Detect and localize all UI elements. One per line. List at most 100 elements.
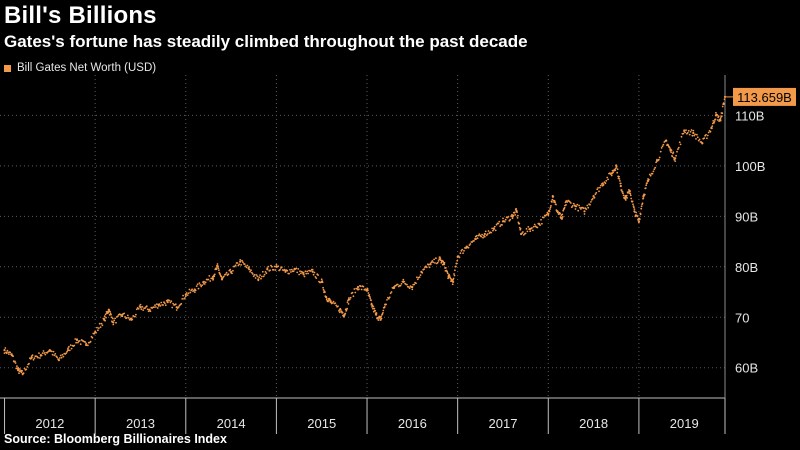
data-point [341, 311, 344, 314]
data-point [304, 270, 307, 273]
data-point [439, 256, 441, 259]
data-point [271, 265, 273, 268]
data-point [517, 214, 519, 217]
data-point [671, 155, 674, 158]
data-point [628, 190, 631, 193]
data-point [18, 372, 20, 375]
data-point [134, 315, 136, 318]
data-point [259, 274, 261, 276]
data-point [692, 131, 695, 135]
data-point [100, 322, 103, 325]
data-point [679, 143, 682, 146]
data-point [622, 192, 624, 195]
data-point [21, 370, 24, 372]
data-point [340, 310, 343, 313]
data-point [630, 197, 633, 200]
data-point [324, 291, 326, 294]
data-point [348, 297, 350, 299]
data-point [619, 180, 621, 182]
series-points [3, 95, 727, 376]
data-point [719, 119, 722, 122]
data-point [272, 269, 275, 271]
data-point [332, 300, 335, 303]
data-point [68, 349, 71, 352]
data-point [373, 307, 376, 310]
y-tick-label: 80B [735, 260, 758, 275]
data-point [31, 354, 34, 356]
data-point [607, 178, 609, 181]
latest-value-box [733, 87, 796, 106]
data-point [286, 269, 289, 272]
data-point [492, 229, 494, 232]
data-point [467, 246, 470, 249]
data-point [453, 274, 456, 277]
data-point [85, 342, 87, 345]
data-point [307, 272, 309, 275]
data-point [239, 260, 242, 263]
data-point [604, 182, 607, 185]
data-point [694, 133, 696, 136]
data-point [32, 358, 35, 361]
data-point [691, 134, 694, 137]
data-point [556, 210, 559, 213]
data-point [707, 131, 710, 134]
data-point [37, 356, 39, 359]
data-point [14, 360, 16, 363]
y-tick-label: 100B [735, 159, 765, 174]
data-point [469, 243, 472, 245]
data-point [561, 213, 564, 216]
data-point [577, 209, 580, 212]
data-point [242, 261, 244, 264]
data-point [320, 280, 323, 283]
data-point [320, 278, 323, 281]
data-point [416, 278, 419, 281]
data-point [352, 295, 355, 298]
data-point [703, 137, 706, 140]
data-point [599, 186, 601, 189]
data-point [306, 270, 309, 273]
data-point [220, 278, 224, 281]
data-point [684, 131, 686, 134]
data-point [338, 311, 341, 314]
data-point [614, 167, 617, 170]
data-point [716, 119, 719, 121]
data-point [292, 270, 295, 273]
data-point [571, 205, 574, 207]
data-point [60, 356, 63, 359]
data-point [579, 206, 581, 209]
data-point [635, 211, 638, 214]
data-point [207, 278, 210, 281]
data-point [218, 269, 220, 271]
data-point [554, 201, 556, 204]
data-point [331, 302, 334, 304]
data-point [156, 307, 159, 309]
data-point [303, 275, 306, 278]
data-point [261, 270, 264, 273]
data-point [99, 326, 102, 328]
data-point [688, 133, 691, 136]
data-point [58, 357, 61, 359]
x-tick-label: 2013 [126, 416, 155, 431]
data-point [127, 317, 130, 319]
data-point [643, 193, 646, 196]
data-point [483, 232, 486, 236]
data-point [203, 283, 206, 285]
data-point [269, 269, 271, 272]
data-point [719, 117, 722, 120]
data-point [166, 301, 169, 304]
data-point [232, 269, 234, 272]
data-point [377, 319, 380, 321]
data-point [367, 292, 370, 294]
data-point [251, 271, 253, 274]
data-point [66, 350, 68, 353]
data-point [187, 292, 190, 295]
data-point [446, 272, 449, 275]
data-point [384, 303, 387, 306]
data-point [640, 207, 643, 210]
data-point [674, 160, 677, 163]
data-point [669, 149, 672, 152]
data-point [255, 274, 258, 276]
data-point [561, 216, 564, 218]
data-point [586, 204, 589, 207]
